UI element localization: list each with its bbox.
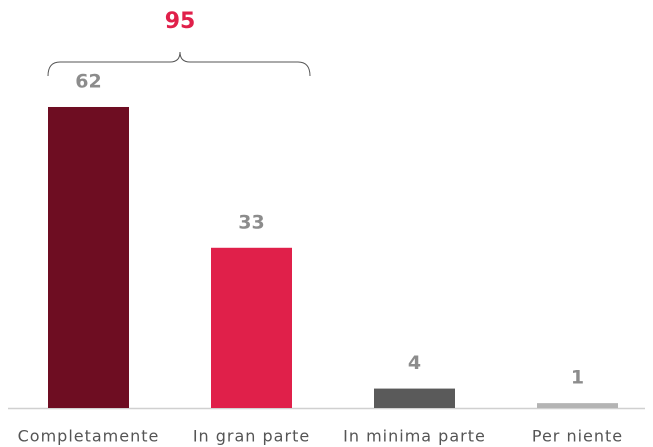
x-tick-label: Per niente	[532, 427, 623, 446]
value-label: 4	[408, 352, 421, 374]
x-tick-label: In gran parte	[193, 427, 310, 446]
x-tick-label: Completamente	[18, 427, 160, 446]
brace	[47, 51, 311, 77]
value-label: 33	[238, 211, 264, 233]
x-tick-label: In minima parte	[343, 427, 486, 446]
value-label: 62	[75, 70, 101, 92]
bar	[48, 106, 129, 409]
annotation: 95	[165, 9, 196, 34]
bar	[211, 247, 292, 408]
bar	[374, 388, 455, 408]
bar	[537, 403, 618, 408]
value-label: 1	[571, 367, 584, 389]
